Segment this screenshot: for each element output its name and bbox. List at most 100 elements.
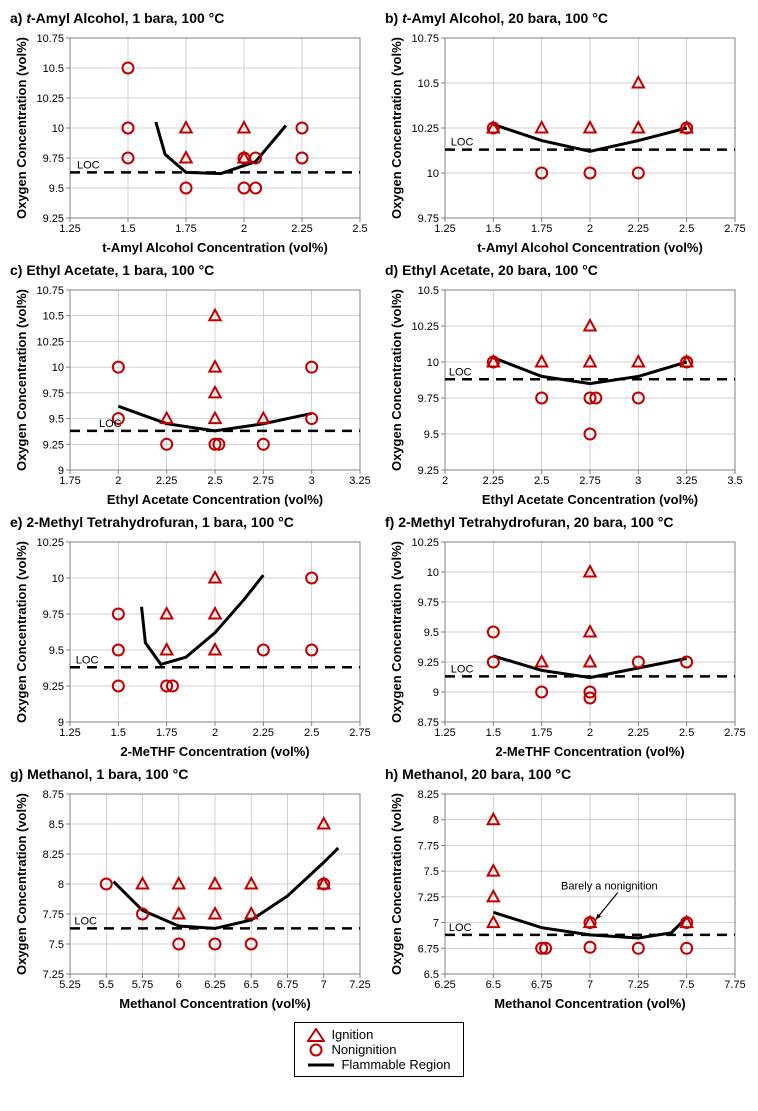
panel-title: d) Ethyl Acetate, 20 bara, 100 °C xyxy=(385,262,748,278)
svg-text:2.5: 2.5 xyxy=(534,475,549,487)
panel-b: b) t-Amyl Alcohol, 20 bara, 100 °CLOC1.2… xyxy=(385,10,748,258)
svg-text:2.5: 2.5 xyxy=(304,727,319,739)
svg-text:10.5: 10.5 xyxy=(43,311,64,323)
svg-text:6.5: 6.5 xyxy=(424,969,439,981)
svg-text:10.25: 10.25 xyxy=(411,123,439,135)
panel-f: f) 2-Methyl Tetrahydrofuran, 20 bara, 10… xyxy=(385,514,748,762)
svg-text:10: 10 xyxy=(427,567,439,579)
svg-text:9.25: 9.25 xyxy=(43,213,64,225)
svg-text:10.75: 10.75 xyxy=(36,285,64,297)
svg-text:1.5: 1.5 xyxy=(486,223,501,235)
svg-text:7.75: 7.75 xyxy=(43,909,64,921)
chart-g: LOC5.255.55.7566.256.56.7577.257.257.57.… xyxy=(10,784,370,1014)
svg-text:8: 8 xyxy=(58,879,64,891)
svg-text:10.25: 10.25 xyxy=(411,537,439,549)
chart-grid: a) t-Amyl Alcohol, 1 bara, 100 °CLOC1.25… xyxy=(10,10,748,1014)
svg-text:9: 9 xyxy=(433,687,439,699)
svg-text:7: 7 xyxy=(587,979,593,991)
svg-text:2.75: 2.75 xyxy=(724,727,745,739)
y-axis-label: Oxygen Concentration (vol%) xyxy=(14,793,29,975)
svg-text:9.5: 9.5 xyxy=(424,429,439,441)
svg-text:6.75: 6.75 xyxy=(418,943,439,955)
svg-text:8.75: 8.75 xyxy=(418,717,439,729)
svg-text:1.75: 1.75 xyxy=(175,223,196,235)
x-axis-label: Ethyl Acetate Concentration (vol%) xyxy=(107,492,323,507)
panel-a: a) t-Amyl Alcohol, 1 bara, 100 °CLOC1.25… xyxy=(10,10,373,258)
svg-text:9: 9 xyxy=(58,717,64,729)
svg-text:6.25: 6.25 xyxy=(204,979,225,991)
svg-text:2: 2 xyxy=(587,727,593,739)
chart-a: LOC1.251.51.7522.252.59.259.59.751010.25… xyxy=(10,28,370,258)
svg-text:5.75: 5.75 xyxy=(132,979,153,991)
svg-text:6.75: 6.75 xyxy=(277,979,298,991)
svg-text:6.75: 6.75 xyxy=(531,979,552,991)
x-axis-label: Methanol Concentration (vol%) xyxy=(119,996,310,1011)
chart-d: LOC22.252.52.7533.253.59.259.59.751010.2… xyxy=(385,280,745,510)
svg-text:10.75: 10.75 xyxy=(411,33,439,45)
y-axis-label: Oxygen Concentration (vol%) xyxy=(389,289,404,471)
svg-text:7.25: 7.25 xyxy=(349,979,370,991)
panel-title: a) t-Amyl Alcohol, 1 bara, 100 °C xyxy=(10,10,373,26)
loc-label: LOC xyxy=(74,915,97,927)
y-axis-label: Oxygen Concentration (vol%) xyxy=(389,37,404,219)
svg-text:10: 10 xyxy=(52,573,64,585)
svg-text:8.25: 8.25 xyxy=(418,789,439,801)
panel-title: e) 2-Methyl Tetrahydrofuran, 1 bara, 100… xyxy=(10,514,373,530)
svg-text:10.75: 10.75 xyxy=(36,33,64,45)
chart-b: LOC1.251.51.7522.252.52.759.751010.2510.… xyxy=(385,28,745,258)
svg-text:1.75: 1.75 xyxy=(531,727,552,739)
svg-text:9.75: 9.75 xyxy=(418,393,439,405)
loc-label: LOC xyxy=(451,137,474,149)
svg-text:9.25: 9.25 xyxy=(43,681,64,693)
legend: IgnitionNonignitionFlammable Region xyxy=(294,1022,463,1077)
svg-text:2.25: 2.25 xyxy=(628,727,649,739)
svg-text:2.5: 2.5 xyxy=(679,727,694,739)
svg-text:7.25: 7.25 xyxy=(628,979,649,991)
svg-text:9.5: 9.5 xyxy=(49,183,64,195)
svg-text:6: 6 xyxy=(176,979,182,991)
svg-text:1.5: 1.5 xyxy=(120,223,135,235)
panel-title: f) 2-Methyl Tetrahydrofuran, 20 bara, 10… xyxy=(385,514,748,530)
svg-text:10.25: 10.25 xyxy=(36,537,64,549)
panel-c: c) Ethyl Acetate, 1 bara, 100 °CLOC1.752… xyxy=(10,262,373,510)
loc-label: LOC xyxy=(449,366,472,378)
svg-text:9.25: 9.25 xyxy=(43,439,64,451)
svg-text:7: 7 xyxy=(433,918,439,930)
svg-text:10.25: 10.25 xyxy=(36,336,64,348)
svg-text:10: 10 xyxy=(427,357,439,369)
svg-text:2.25: 2.25 xyxy=(291,223,312,235)
svg-text:8.5: 8.5 xyxy=(49,819,64,831)
svg-text:1.5: 1.5 xyxy=(486,727,501,739)
svg-text:7.5: 7.5 xyxy=(49,939,64,951)
x-axis-label: Methanol Concentration (vol%) xyxy=(494,996,685,1011)
svg-text:9.5: 9.5 xyxy=(49,414,64,426)
svg-text:2.5: 2.5 xyxy=(679,223,694,235)
panel-h: h) Methanol, 20 bara, 100 °CLOCBarely a … xyxy=(385,766,748,1014)
loc-label: LOC xyxy=(99,418,122,430)
chart-c: LOC1.7522.252.52.7533.2599.259.59.751010… xyxy=(10,280,370,510)
legend-item: Flammable Region xyxy=(307,1057,450,1072)
svg-text:2.25: 2.25 xyxy=(483,475,504,487)
panel-title: g) Methanol, 1 bara, 100 °C xyxy=(10,766,373,782)
svg-text:1.5: 1.5 xyxy=(111,727,126,739)
svg-text:9.75: 9.75 xyxy=(43,153,64,165)
svg-text:3: 3 xyxy=(309,475,315,487)
svg-text:7.75: 7.75 xyxy=(724,979,745,991)
loc-label: LOC xyxy=(76,654,99,666)
loc-label: LOC xyxy=(77,159,100,171)
svg-text:7.25: 7.25 xyxy=(43,969,64,981)
svg-text:10.5: 10.5 xyxy=(418,78,439,90)
svg-text:7: 7 xyxy=(321,979,327,991)
svg-text:10.5: 10.5 xyxy=(43,63,64,75)
y-axis-label: Oxygen Concentration (vol%) xyxy=(14,289,29,471)
x-axis-label: 2-MeTHF Concentration (vol%) xyxy=(495,744,684,759)
x-axis-label: t-Amyl Alcohol Concentration (vol%) xyxy=(477,240,703,255)
y-axis-label: Oxygen Concentration (vol%) xyxy=(14,541,29,723)
svg-text:5.5: 5.5 xyxy=(99,979,114,991)
panel-title: h) Methanol, 20 bara, 100 °C xyxy=(385,766,748,782)
chart-f: LOC1.251.51.7522.252.52.758.7599.259.59.… xyxy=(385,532,745,762)
svg-text:7.75: 7.75 xyxy=(418,840,439,852)
loc-label: LOC xyxy=(451,663,474,675)
svg-text:2: 2 xyxy=(587,223,593,235)
svg-text:9: 9 xyxy=(58,465,64,477)
